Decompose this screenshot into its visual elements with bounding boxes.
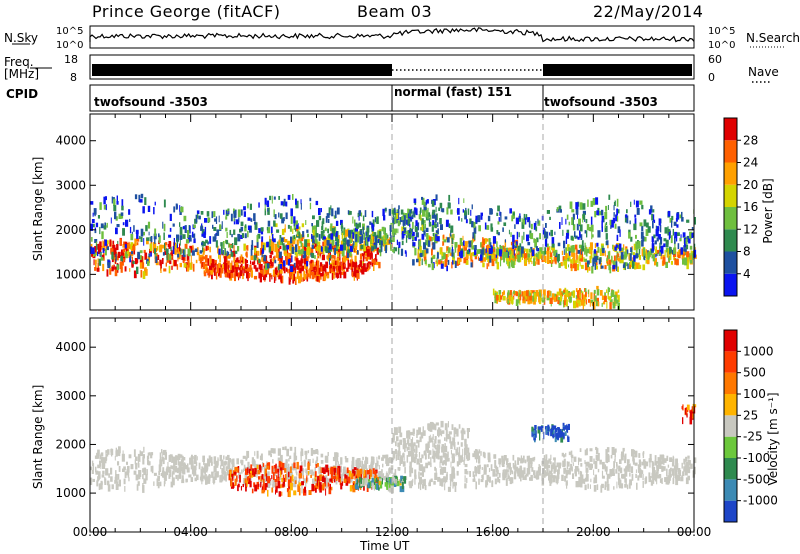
nsky-tick-bottom: 10^0 xyxy=(56,40,84,51)
velocity-ytick-label: 1000 xyxy=(55,486,86,500)
power-colorbar-tick-label: 12 xyxy=(743,222,758,236)
nave-tick-bottom: 0 xyxy=(708,71,715,84)
x-tick-label: 20:00 xyxy=(576,525,611,539)
nsky-tick-top: 10^5 xyxy=(56,26,84,37)
nsky-trace xyxy=(89,27,695,43)
power-colorbar-segment xyxy=(724,251,737,274)
velocity-colorbar-frame xyxy=(723,329,738,523)
freq-bar-segment-2 xyxy=(543,64,692,76)
freq-bar-segment-1 xyxy=(92,64,392,76)
velocity-colorbar-segment xyxy=(724,479,737,501)
power-colorbar-tick-label: 4 xyxy=(743,267,751,281)
power-colorbar-segment xyxy=(724,140,737,163)
power-heatmap-cells xyxy=(90,193,697,311)
velocity-ytick-label: 2000 xyxy=(55,437,86,451)
velocity-colorbar-segment xyxy=(724,436,737,458)
freq-label: Freq. xyxy=(4,55,34,69)
velocity-colorbar-segment xyxy=(724,500,737,522)
velocity-colorbar-tick-label: -1000 xyxy=(743,494,778,508)
velocity-colorbar-segment xyxy=(724,351,737,373)
velocity-colorbar-segment xyxy=(724,330,737,352)
nsearch-tick-bottom: 10^0 xyxy=(708,40,736,51)
power-colorbar-segment xyxy=(724,273,737,296)
x-tick-label: 00:00 xyxy=(73,525,108,539)
cpid-segment-3: twofsound -3503 xyxy=(544,95,658,109)
velocity-colorbar-tick-label: -100 xyxy=(743,451,770,465)
station-title: Prince George (fitACF) xyxy=(92,2,281,21)
date-title: 22/May/2014 xyxy=(593,2,704,21)
x-tick-label: 08:00 xyxy=(274,525,309,539)
cpid-label: CPID xyxy=(6,87,39,101)
nave-tick-top: 60 xyxy=(708,53,722,66)
x-tick-label: 16:00 xyxy=(475,525,510,539)
power-colorbar-segment xyxy=(724,207,737,230)
velocity-ytick-label: 3000 xyxy=(55,389,86,403)
power-colorbar-segment xyxy=(724,229,737,252)
velocity-colorbar-tick-label: 500 xyxy=(743,366,766,380)
power-colorbar-segment xyxy=(724,118,737,141)
velocity-colorbar-tick-label: 1000 xyxy=(743,344,774,358)
freq-unit: [MHz] xyxy=(4,67,40,81)
power-ylabel: Slant Range [km] xyxy=(31,156,45,261)
nsearch-label: N.Search xyxy=(746,31,800,45)
velocity-colorbar-segment xyxy=(724,394,737,416)
beam-title: Beam 03 xyxy=(357,2,433,21)
velocity-ytick-label: 4000 xyxy=(55,340,86,354)
power-ytick-label: 1000 xyxy=(55,267,86,281)
x-tick-label: 04:00 xyxy=(173,525,208,539)
power-ytick-label: 2000 xyxy=(55,223,86,237)
velocity-colorbar-segment xyxy=(724,372,737,394)
power-colorbar-tick-label: 8 xyxy=(743,245,751,259)
velocity-ylabel: Slant Range [km] xyxy=(31,384,45,489)
power-colorbar-tick-label: 24 xyxy=(743,156,758,170)
nsky-label: N.Sky xyxy=(4,31,39,45)
power-colorbar-tick-label: 28 xyxy=(743,133,758,147)
nave-label: Nave xyxy=(748,65,779,79)
velocity-colorbar-label: Velocity [m s⁻¹] xyxy=(766,392,780,486)
velocity-colorbar-segment xyxy=(724,458,737,480)
power-ytick-label: 4000 xyxy=(55,134,86,148)
x-tick-label: 12:00 xyxy=(375,525,410,539)
velocity-colorbar-tick-label: 100 xyxy=(743,387,766,401)
velocity-heatmap-cells xyxy=(90,403,697,498)
power-colorbar-segment xyxy=(724,162,737,185)
freq-tick-bottom: 8 xyxy=(70,71,77,84)
power-colorbar-tick-label: 16 xyxy=(743,200,758,214)
power-ytick-label: 3000 xyxy=(55,178,86,192)
cpid-segment-2: normal (fast) 151 xyxy=(394,85,512,99)
velocity-colorbar-tick-label: -500 xyxy=(743,472,770,486)
velocity-colorbar-tick-label: 25 xyxy=(743,408,758,422)
cpid-segment-1: twofsound -3503 xyxy=(94,95,208,109)
x-tick-label: 00:00 xyxy=(677,525,712,539)
freq-panel xyxy=(89,54,695,80)
nsearch-tick-top: 10^5 xyxy=(708,26,736,37)
velocity-colorbar-segment xyxy=(724,415,737,437)
power-colorbar-tick-label: 20 xyxy=(743,178,758,192)
power-colorbar-segment xyxy=(724,184,737,207)
velocity-colorbar-tick-label: -25 xyxy=(743,430,763,444)
freq-tick-top: 18 xyxy=(64,53,78,66)
x-axis-label: Time UT xyxy=(360,539,410,553)
power-colorbar-label: Power [dB] xyxy=(761,178,775,244)
